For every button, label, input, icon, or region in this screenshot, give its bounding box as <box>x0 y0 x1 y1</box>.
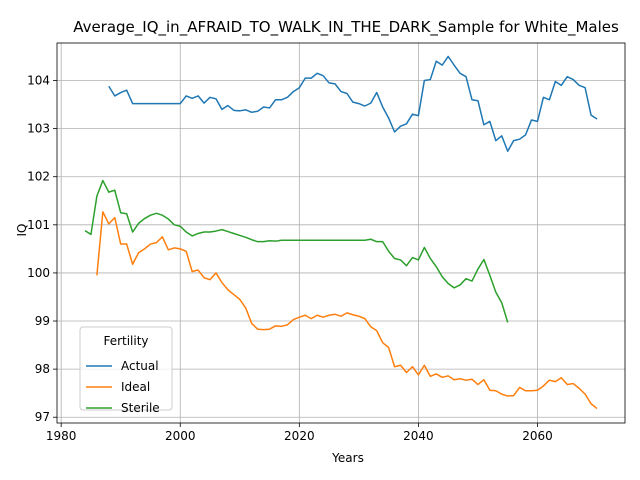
chart-title: Average_IQ_in_AFRAID_TO_WALK_IN_THE_DARK… <box>73 18 619 37</box>
grid <box>57 43 625 423</box>
y-tick-label: 98 <box>35 362 50 376</box>
y-tick-label: 100 <box>27 266 50 280</box>
x-axis-label: Years <box>331 451 364 465</box>
y-tick-label: 103 <box>27 122 50 136</box>
series-line-ideal <box>96 211 598 410</box>
x-tick-label: 2000 <box>165 429 196 443</box>
legend-label-actual: Actual <box>121 359 159 373</box>
x-tick-label: 2040 <box>403 429 434 443</box>
y-tick-label: 99 <box>35 314 50 328</box>
legend-label-ideal: Ideal <box>121 380 150 394</box>
y-axis-ticks: 97 98 99 100 101 102 103 104 <box>27 74 57 424</box>
series-line-actual <box>108 55 598 152</box>
legend: Fertility Actual Ideal Sterile <box>79 326 173 415</box>
y-tick-label: 97 <box>35 410 50 424</box>
plot-area-frame <box>56 42 626 424</box>
x-tick-label: 2020 <box>284 429 315 443</box>
legend-entries: Actual Ideal Sterile <box>86 359 160 415</box>
legend-box <box>79 326 173 411</box>
x-tick-label: 1980 <box>46 429 77 443</box>
y-tick-label: 104 <box>27 74 50 88</box>
y-tick-label: 102 <box>27 170 50 184</box>
y-tick-label: 101 <box>27 218 50 232</box>
x-axis-ticks: 1980 2000 2020 2040 2060 <box>46 423 553 443</box>
legend-title: Fertility <box>103 334 148 348</box>
legend-label-sterile: Sterile <box>121 401 160 415</box>
series-line-sterile <box>84 179 509 323</box>
y-axis-label: IQ <box>15 224 29 237</box>
series-layer <box>84 55 598 410</box>
x-tick-label: 2060 <box>522 429 553 443</box>
